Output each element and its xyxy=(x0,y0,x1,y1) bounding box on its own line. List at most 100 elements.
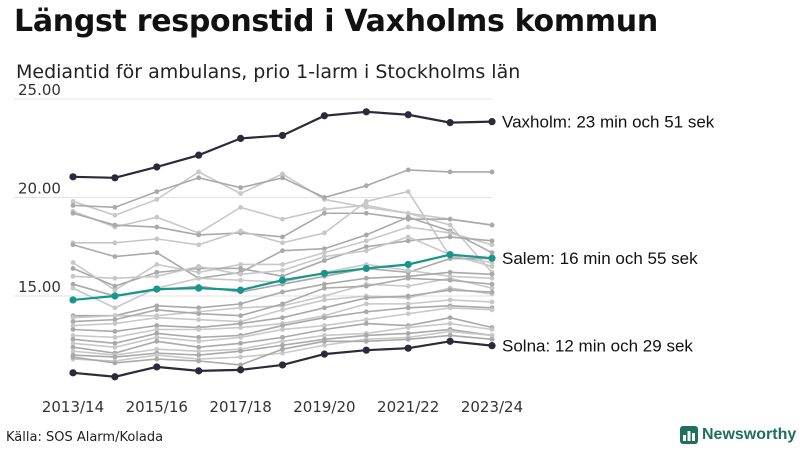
x-tick-label: 2023/24 xyxy=(461,398,523,416)
background-series-point xyxy=(489,169,495,175)
brand-name: Newsworthy xyxy=(702,426,797,443)
background-series-point xyxy=(70,354,76,360)
x-tick-label: 2017/18 xyxy=(209,398,271,416)
background-series-point xyxy=(154,262,160,267)
background-series-point xyxy=(280,334,285,340)
background-series-point xyxy=(70,348,76,354)
background-series-point xyxy=(112,321,118,326)
salem-data-point xyxy=(362,264,370,273)
background-series-point xyxy=(70,323,76,328)
background-series-point xyxy=(154,197,160,202)
background-series-point xyxy=(238,321,244,326)
background-series-point xyxy=(196,311,202,317)
vaxholm-data-point xyxy=(488,118,496,126)
background-series-point xyxy=(196,338,202,344)
background-series-point xyxy=(196,269,202,275)
background-series-point xyxy=(112,287,118,293)
background-series-point xyxy=(238,204,244,210)
background-series-point xyxy=(238,340,244,346)
background-series-point xyxy=(70,333,76,338)
background-series-point xyxy=(112,254,118,259)
salem-data-point xyxy=(111,292,119,300)
background-series-point xyxy=(238,334,244,340)
background-series-point xyxy=(70,319,76,325)
background-series-point xyxy=(405,331,411,336)
salem-data-point xyxy=(446,251,454,259)
background-series-point xyxy=(280,175,285,181)
background-series-point xyxy=(447,321,453,326)
background-series-point xyxy=(154,224,160,230)
background-series-point xyxy=(112,283,118,289)
background-series-point xyxy=(363,183,369,189)
background-series-point xyxy=(322,230,327,236)
solna-data-point xyxy=(488,342,496,350)
background-series-point xyxy=(238,305,244,311)
background-series-point xyxy=(447,269,453,275)
background-series-point xyxy=(405,275,411,281)
background-series-point xyxy=(363,338,369,344)
background-series-point xyxy=(322,285,327,291)
salem-data-point xyxy=(153,285,161,293)
background-series-point xyxy=(154,334,160,340)
background-series-point xyxy=(154,356,160,362)
x-axis-ticks: 2013/14 2015/16 2017/18 2019/20 2021/22 2023/… xyxy=(42,398,523,416)
y-tick-label: 25.00 xyxy=(18,81,61,99)
background-series-point xyxy=(363,202,369,208)
vaxholm-series-label: Vaxholm: 23 min och 51 sek xyxy=(502,113,715,132)
background-series-point xyxy=(280,301,285,307)
background-series-point xyxy=(447,305,453,311)
background-series-point xyxy=(70,315,76,321)
background-series-point xyxy=(70,273,76,279)
background-series-point xyxy=(70,336,76,342)
background-series-point xyxy=(196,305,202,311)
background-series-point xyxy=(280,262,285,267)
chart-icon xyxy=(680,426,698,444)
background-series-point xyxy=(238,348,244,354)
salem-data-point xyxy=(69,296,77,304)
background-series-point xyxy=(154,315,160,321)
solna-data-point xyxy=(111,373,119,381)
solna-data-point xyxy=(362,346,370,354)
vaxholm-data-point xyxy=(404,111,412,119)
background-series-point xyxy=(363,321,369,326)
background-series-point xyxy=(112,305,118,311)
background-series-point xyxy=(322,342,327,348)
vaxholm-data-point xyxy=(195,151,203,159)
salem-series-label: Salem: 16 min och 55 sek xyxy=(502,249,698,268)
vaxholm-data-point xyxy=(69,173,77,181)
background-series-point xyxy=(363,244,369,250)
solna-series-label: Solna: 12 min och 29 sek xyxy=(502,337,693,356)
salem-data-point xyxy=(195,284,203,292)
y-tick-label: 15.00 xyxy=(18,278,61,296)
background-series-point xyxy=(405,167,411,173)
background-series-point xyxy=(280,342,285,348)
line-chart: 15.00 20.00 25.00 Vaxholm: 23 min och 51 s… xyxy=(14,81,715,416)
background-series-point xyxy=(112,313,118,319)
background-series-point xyxy=(363,238,369,244)
background-series-point xyxy=(280,171,285,177)
background-series-point xyxy=(70,266,76,271)
background-series-point xyxy=(322,281,327,287)
background-series-point xyxy=(112,222,118,228)
background-series-point xyxy=(154,323,160,328)
background-series-point xyxy=(447,222,453,228)
background-series-point xyxy=(489,289,495,295)
salem-data-point xyxy=(278,276,287,284)
background-series-point xyxy=(489,271,495,277)
background-series-point xyxy=(322,315,327,321)
background-series-point xyxy=(363,248,369,254)
salem-data-point xyxy=(320,269,328,277)
background-series-point xyxy=(322,206,327,212)
vaxholm-data-point xyxy=(153,163,161,171)
background-series-point xyxy=(405,293,411,299)
background-series-point xyxy=(405,325,411,330)
background-series-point xyxy=(154,303,160,309)
vaxholm-data-point xyxy=(237,134,245,142)
solna-data-point xyxy=(237,366,245,374)
x-tick-label: 2015/16 xyxy=(126,398,188,416)
background-series-point xyxy=(280,267,285,273)
background-series-point xyxy=(70,281,76,287)
vaxholm-data-point xyxy=(362,108,370,116)
brand-logo[interactable]: Newsworthy xyxy=(680,426,796,444)
background-series-point xyxy=(112,344,118,350)
